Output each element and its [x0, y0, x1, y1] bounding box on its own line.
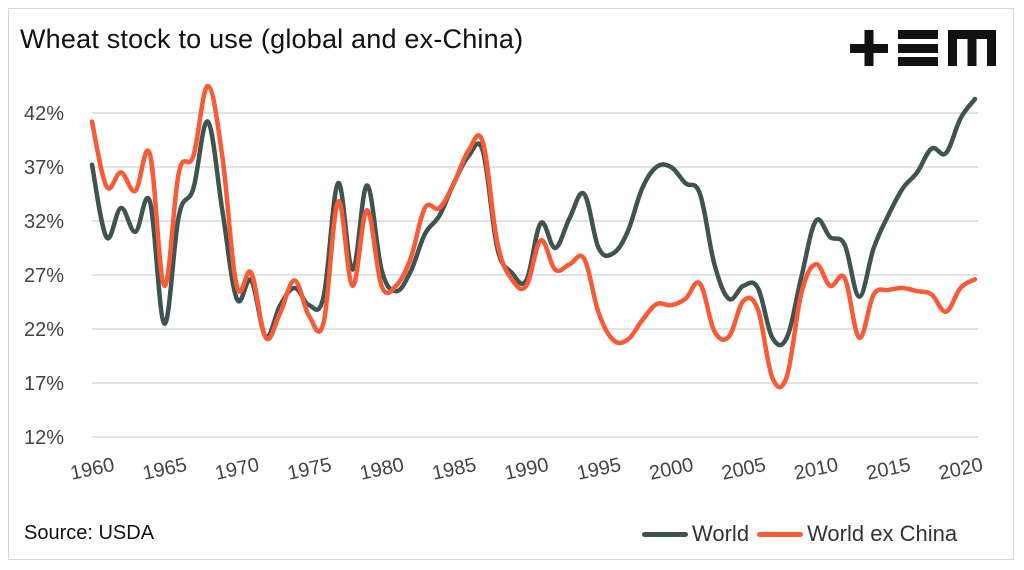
- legend-item-world: World: [642, 521, 749, 547]
- y-tick-label: 27%: [24, 265, 64, 287]
- x-tick-label: 1980: [358, 454, 406, 485]
- y-tick-label: 32%: [24, 211, 64, 233]
- source-note: Source: USDA: [24, 522, 155, 544]
- x-tick-label: 1960: [68, 454, 116, 485]
- chart-title: Wheat stock to use (global and ex-China): [20, 24, 524, 54]
- x-tick-label: 2000: [647, 454, 695, 485]
- x-tick-label: 2015: [865, 454, 913, 485]
- x-tick-label: 2005: [720, 454, 768, 485]
- x-tick-label: 1995: [575, 454, 623, 485]
- legend-item-world-ex-china: World ex China: [757, 521, 957, 547]
- series-line-world: [89, 96, 978, 348]
- x-tick-label: 1970: [213, 454, 261, 485]
- y-tick-label: 42%: [24, 103, 64, 125]
- y-tick-label: 12%: [24, 427, 64, 449]
- tem-logo: [850, 30, 996, 66]
- x-tick-label: 1975: [286, 454, 334, 485]
- legend-label-world: World: [692, 521, 750, 546]
- x-tick-label: 1965: [141, 454, 189, 485]
- series-line-world-ex-china: [89, 83, 978, 390]
- x-tick-label: 2010: [792, 454, 840, 485]
- legend-label-world-ex-china: World ex China: [807, 521, 958, 546]
- y-tick-label: 17%: [24, 373, 64, 395]
- chart-legend: World World ex China: [642, 520, 957, 548]
- legend-swatch-world: [642, 531, 688, 537]
- y-tick-label: 22%: [24, 319, 64, 341]
- x-tick-label: 1990: [503, 454, 551, 485]
- x-tick-label: 2020: [937, 454, 985, 485]
- x-tick-label: 1985: [430, 454, 478, 485]
- legend-swatch-world-ex-china: [757, 531, 804, 537]
- y-tick-label: 37%: [24, 157, 64, 179]
